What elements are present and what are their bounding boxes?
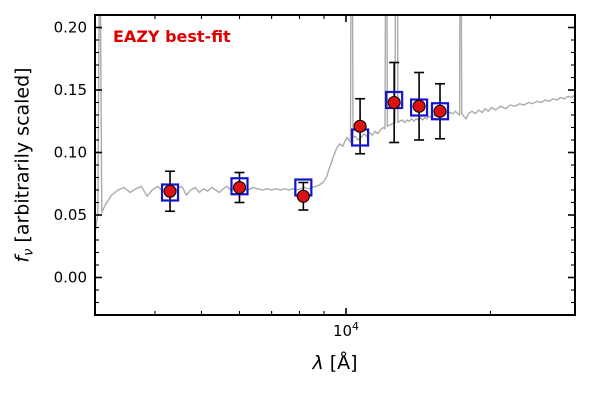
model-photometry-markers	[160, 90, 450, 202]
observed-photometry-circle	[433, 104, 447, 118]
y-tick-label: 0.05	[54, 206, 87, 224]
axis-ticks	[95, 15, 575, 315]
model-photometry-square	[160, 183, 180, 202]
plot-frame	[94, 14, 576, 316]
y-tick-label: 0.20	[54, 19, 87, 37]
y-axis-units: [arbitrarily scaled]	[11, 67, 34, 249]
lambda-symbol: λ	[312, 352, 324, 374]
observed-photometry-circle	[412, 99, 426, 113]
error-bars	[165, 61, 446, 213]
y-tick-label: 0.10	[54, 144, 87, 162]
observed-photometry-circle	[296, 189, 310, 203]
spectrum-path	[95, 15, 575, 233]
annotation-text: EAZY best-fit	[113, 27, 231, 46]
model-spectrum-line	[95, 15, 575, 233]
fnu-symbol: f	[11, 255, 34, 263]
y-tick-label: 0.15	[54, 81, 87, 99]
observed-photometry-markers	[163, 95, 447, 203]
observed-photometry-circle	[232, 180, 247, 195]
model-photometry-square	[230, 177, 249, 196]
x-tick-label-1e4: 104	[333, 320, 359, 340]
x-axis-units: [Å]	[323, 352, 358, 374]
eazy-bestfit-annotation: EAZY best-fit	[113, 27, 231, 46]
x-tick-base: 10	[332, 322, 353, 340]
observed-photometry-circle	[163, 184, 177, 198]
model-photometry-square	[409, 98, 429, 117]
y-tick-label: 0.00	[54, 269, 87, 287]
observed-photometry-circle	[353, 119, 367, 133]
model-photometry-square	[430, 102, 450, 121]
x-tick-exponent: 4	[352, 320, 360, 333]
y-tick-labels: 0.00 0.05 0.10 0.15 0.20	[54, 19, 87, 287]
fnu-subscript: ν	[21, 248, 37, 256]
y-axis-label: fν [arbitrarily scaled]	[12, 67, 37, 262]
x-axis-label: λ [Å]	[312, 352, 357, 374]
axes-frame	[94, 14, 576, 316]
observed-photometry-circle	[387, 95, 401, 110]
